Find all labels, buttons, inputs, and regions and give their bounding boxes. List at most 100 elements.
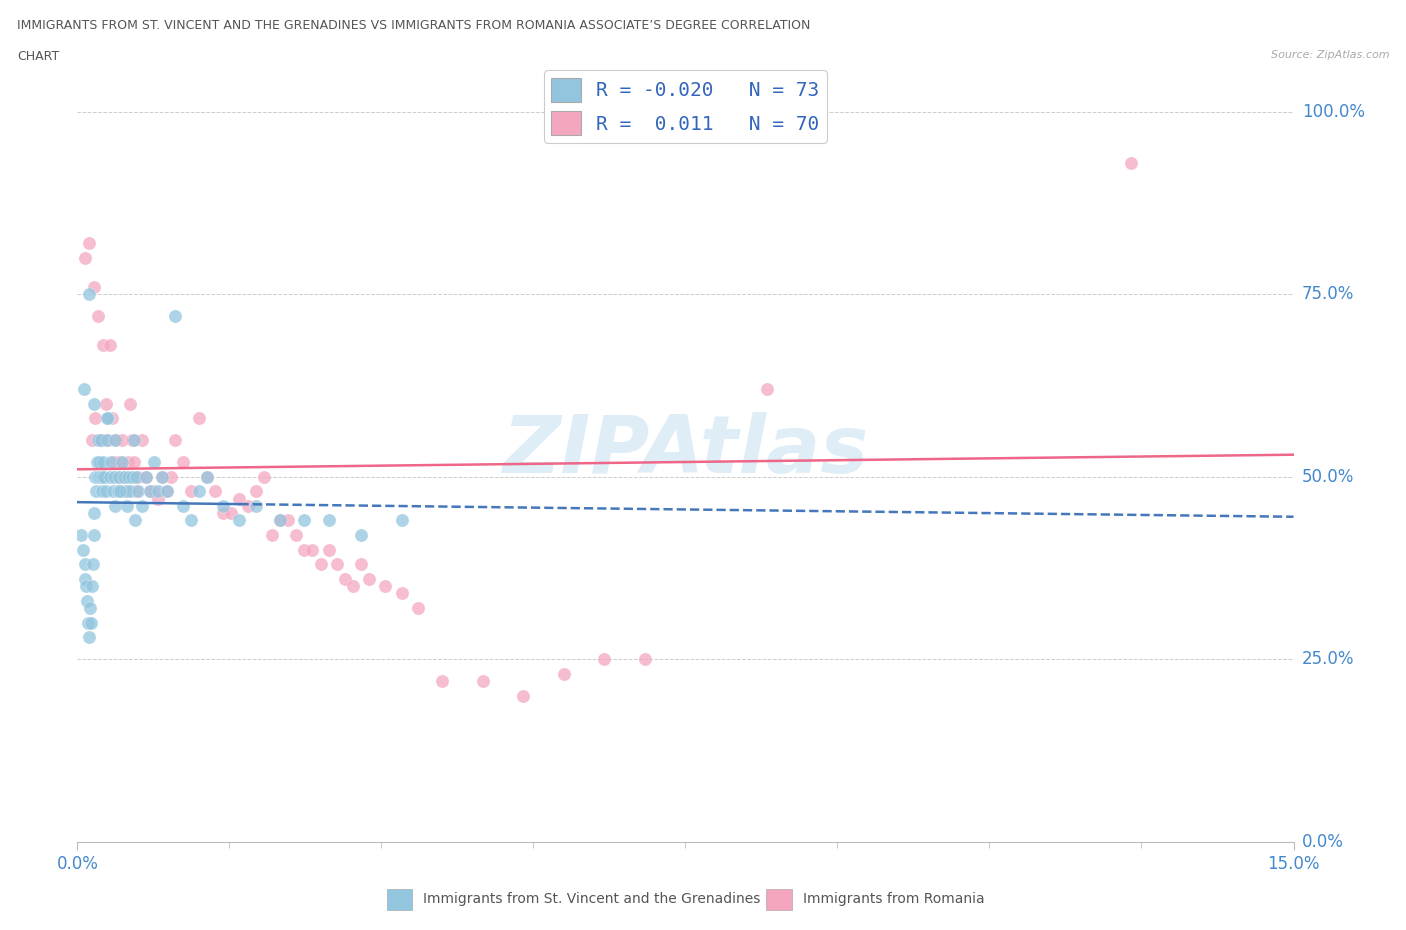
Point — [84, 469, 107, 484]
Point — [172, 498, 194, 513]
Point — [1121, 155, 1143, 170]
Point — [83, 506, 105, 521]
Point — [228, 491, 250, 506]
Point — [117, 455, 139, 470]
Point — [84, 484, 107, 498]
Text: ZIPAtlas: ZIPAtlas — [502, 412, 869, 490]
Point — [221, 506, 243, 521]
Point — [188, 484, 211, 498]
Point — [79, 235, 101, 250]
Point — [125, 469, 148, 484]
Point — [117, 469, 139, 484]
Point — [80, 432, 103, 447]
Point — [131, 432, 153, 447]
Text: Immigrants from St. Vincent and the Grenadines: Immigrants from St. Vincent and the Gren… — [423, 892, 761, 907]
Point — [75, 578, 97, 593]
Point — [553, 666, 575, 681]
Point — [195, 469, 218, 484]
Point — [90, 432, 112, 447]
Point — [159, 469, 181, 484]
Point — [101, 484, 124, 498]
Text: 100.0%: 100.0% — [1302, 102, 1365, 121]
Point — [471, 673, 494, 688]
Point — [148, 484, 170, 498]
Text: 50.0%: 50.0% — [1302, 468, 1354, 485]
Point — [86, 455, 108, 470]
Point — [350, 527, 373, 542]
Point — [89, 469, 111, 484]
Point — [121, 432, 143, 447]
Point — [155, 484, 177, 498]
Point — [359, 571, 381, 586]
Point — [94, 396, 117, 411]
Text: 25.0%: 25.0% — [1302, 650, 1354, 668]
Point — [260, 527, 283, 542]
Point — [430, 673, 453, 688]
Point — [91, 338, 114, 352]
Point — [212, 498, 235, 513]
Point — [253, 469, 276, 484]
Point — [172, 455, 194, 470]
Point — [163, 309, 186, 324]
Point — [111, 432, 134, 447]
Point — [180, 513, 202, 528]
Point — [212, 506, 235, 521]
Point — [89, 432, 111, 447]
Point — [292, 513, 315, 528]
Point — [135, 469, 157, 484]
Point — [318, 513, 340, 528]
Point — [97, 411, 120, 426]
Point — [285, 527, 308, 542]
Point — [80, 615, 103, 630]
Point — [245, 498, 267, 513]
Point — [269, 513, 291, 528]
Point — [593, 652, 616, 667]
Point — [374, 578, 396, 593]
Point — [309, 557, 332, 572]
Point — [118, 396, 141, 411]
Point — [135, 469, 157, 484]
Point — [139, 484, 162, 498]
Point — [80, 578, 103, 593]
Point — [94, 484, 117, 498]
Point — [98, 469, 121, 484]
Point — [277, 513, 299, 528]
Point — [143, 484, 166, 498]
Point — [121, 469, 143, 484]
Point — [104, 432, 127, 447]
Point — [79, 601, 101, 616]
Point — [122, 432, 145, 447]
Point — [301, 542, 323, 557]
Point — [96, 411, 118, 426]
Point — [245, 484, 267, 498]
Point — [90, 432, 112, 447]
Point — [112, 469, 135, 484]
Point — [83, 396, 105, 411]
Point — [152, 469, 174, 484]
Point — [115, 484, 138, 498]
Point — [107, 484, 129, 498]
Point — [115, 484, 138, 498]
Point — [110, 484, 132, 498]
Point — [70, 527, 93, 542]
Point — [86, 469, 108, 484]
Point — [75, 571, 97, 586]
Point — [118, 484, 141, 498]
Point — [108, 469, 131, 484]
Point — [83, 527, 105, 542]
Point — [77, 286, 100, 301]
Text: 0.0%: 0.0% — [1302, 832, 1344, 851]
Point — [72, 542, 94, 557]
Point — [406, 601, 429, 616]
Point — [122, 455, 145, 470]
Legend: R = -0.020   N = 73, R =  0.011   N = 70: R = -0.020 N = 73, R = 0.011 N = 70 — [544, 70, 827, 143]
Point — [103, 469, 125, 484]
Point — [73, 557, 96, 572]
Point — [155, 484, 177, 498]
Text: Immigrants from Romania: Immigrants from Romania — [803, 892, 984, 907]
Point — [124, 513, 146, 528]
Point — [104, 498, 127, 513]
Point — [269, 513, 291, 528]
Point — [512, 688, 534, 703]
Point — [127, 484, 149, 498]
